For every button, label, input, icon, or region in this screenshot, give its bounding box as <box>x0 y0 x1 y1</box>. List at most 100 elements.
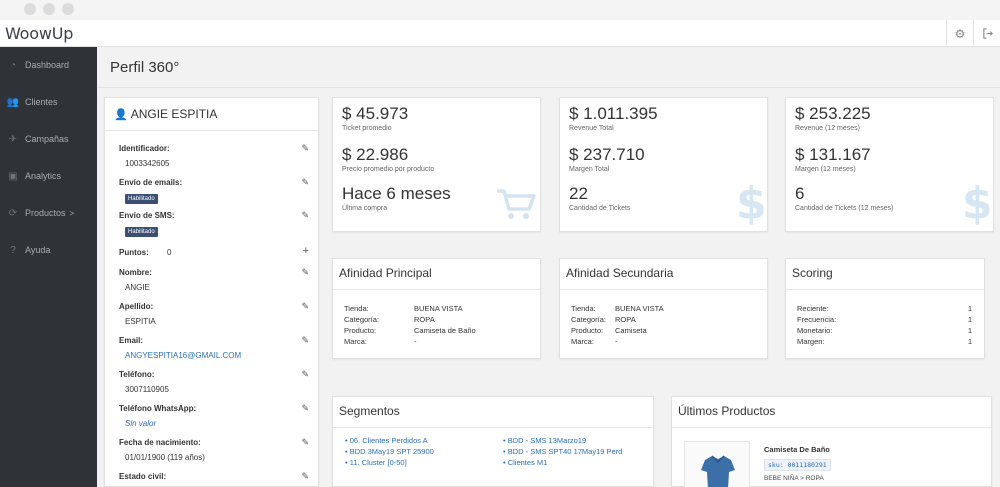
plus-icon[interactable]: + <box>302 245 309 257</box>
segment-link[interactable]: • BDD - SMS 13Marzo19 <box>503 436 587 445</box>
field-label: Fecha de nacimiento: <box>119 438 201 447</box>
metric-value: $ 237.710 <box>569 145 645 164</box>
field-estado-civil: Estado civil: ✎ <box>119 471 309 481</box>
metric-value: $ 253.225 <box>795 104 871 123</box>
product-image[interactable] <box>684 441 750 487</box>
score-key: Frecuencia: <box>797 315 837 324</box>
users-icon: 👥 <box>6 96 20 108</box>
section-title: Últimos Productos <box>678 404 776 418</box>
window-minimize-button[interactable] <box>43 3 55 15</box>
kv-row: Tienda: BUENA VISTA <box>344 304 463 313</box>
window-close-button[interactable] <box>24 3 36 15</box>
user-icon: 👤 <box>114 108 128 121</box>
sidebar: ◔ Dashboard 👥 Clientes ✈ Campañas ▣ Anal… <box>0 47 97 487</box>
segment-link[interactable]: • 11. Cluster [0-50] <box>345 458 407 467</box>
sidebar-item-productos[interactable]: ⟳ Productos > <box>0 203 97 223</box>
metrics-card-tickets: $ 45.973 Ticket promedio $ 22.986 Precio… <box>332 97 541 232</box>
pencil-icon[interactable]: ✎ <box>301 267 309 277</box>
field-value: Sin valor <box>125 419 157 428</box>
kv-row: Marca: - <box>571 337 618 346</box>
pencil-icon[interactable]: ✎ <box>301 471 309 481</box>
kv-key: Marca: <box>344 337 367 346</box>
field-value: 1003342605 <box>125 159 170 168</box>
field-telefono: Teléfono: 3007110905 ✎ <box>119 369 309 394</box>
pencil-icon[interactable]: ✎ <box>301 143 309 153</box>
product-name[interactable]: Camiseta De Baño <box>764 445 830 454</box>
products-icon: ⟳ <box>8 207 18 219</box>
field-envio-emails: Envío de emails: Habilitado ✎ <box>119 177 309 205</box>
email-link[interactable]: ANGYESPITIA16@GMAIL.COM <box>125 351 242 360</box>
metric-ultima-compra: Hace 6 meses Última compra <box>342 184 451 212</box>
metric-margen-total: $ 237.710 Margen Total <box>569 145 645 173</box>
status-badge: Habilitado <box>125 227 158 237</box>
metric-label: Cantidad de Tickets (12 meses) <box>795 205 894 212</box>
kv-row: Producto: Camiseta <box>571 326 647 335</box>
pencil-icon[interactable]: ✎ <box>301 177 309 187</box>
page-title: Perfil 360° <box>110 59 180 76</box>
metrics-card-revenue-total: $ $ 1.011.395 Revenue Total $ 237.710 Ma… <box>559 97 768 232</box>
field-identificador: Identificador: 1003342605 ✎ <box>119 143 309 168</box>
product-category: BEBE NIÑA > ROPA <box>764 475 824 482</box>
segment-link[interactable]: • BDD - SMS SPT40 17May19 Perd <box>503 447 623 456</box>
sidebar-item-clientes[interactable]: 👥 Clientes <box>0 92 97 112</box>
segment-label: 06. Clientes Perdidos A <box>349 436 428 445</box>
divider <box>97 87 1000 88</box>
field-label: Puntos: <box>119 248 149 257</box>
segment-link[interactable]: • Clientes M1 <box>503 458 548 467</box>
sidebar-item-label: Analytics <box>25 171 62 181</box>
sidebar-item-label: Dashboard <box>25 60 70 70</box>
section-title: Afinidad Secundaria <box>566 266 674 280</box>
gear-icon: ⚙ <box>954 26 966 41</box>
score-key: Margen: <box>797 337 825 346</box>
kv-value: Camiseta de Baño <box>414 326 476 335</box>
segment-label: BDD - SMS SPT40 17May19 Perd <box>507 447 623 456</box>
sidebar-item-campanas[interactable]: ✈ Campañas <box>0 129 97 149</box>
kv-row: Tienda: BUENA VISTA <box>571 304 664 313</box>
field-label: Envío de emails: <box>119 178 183 187</box>
app-logo[interactable]: WoowUp <box>5 24 74 43</box>
score-row: Margen: 1 <box>797 337 972 346</box>
sidebar-item-analytics[interactable]: ▣ Analytics <box>0 166 97 186</box>
field-value: 3007110905 <box>125 385 169 394</box>
kv-key: Categoría: <box>571 315 607 324</box>
segment-label: 11. Cluster [0-50] <box>349 458 407 467</box>
window-maximize-button[interactable] <box>62 3 74 15</box>
divider <box>560 289 767 290</box>
pencil-icon[interactable]: ✎ <box>301 437 309 447</box>
afinidad-principal-card: Afinidad Principal Tienda: BUENA VISTA Ca… <box>332 258 541 359</box>
metric-revenue-total: $ 1.011.395 Revenue Total <box>569 104 658 132</box>
pencil-icon[interactable]: ✎ <box>301 301 309 311</box>
segment-label: BDD - SMS 13Marzo19 <box>507 436 587 445</box>
sidebar-item-label: Campañas <box>25 134 69 144</box>
profile-name: ANGIE ESPITIA <box>130 107 218 121</box>
kv-key: Tienda: <box>344 304 369 313</box>
sidebar-item-dashboard[interactable]: ◔ Dashboard <box>0 55 97 75</box>
segment-label: Clientes M1 <box>507 458 548 467</box>
field-envio-sms: Envío de SMS: Habilitado ✎ <box>119 210 309 238</box>
field-label: Identificador: <box>119 144 170 153</box>
pencil-icon[interactable]: ✎ <box>301 210 309 220</box>
settings-button[interactable]: ⚙ <box>946 20 973 47</box>
segment-link[interactable]: • BDD 3May19 SPT 25900 <box>345 447 434 456</box>
top-bar: WoowUp ⚙ <box>0 20 1000 47</box>
segment-link[interactable]: • 06. Clientes Perdidos A <box>345 436 428 445</box>
shirt-icon <box>701 455 735 487</box>
paper-plane-icon: ✈ <box>8 133 18 145</box>
field-value: 0 <box>167 248 172 257</box>
metric-ticket-promedio: $ 45.973 Ticket promedio <box>342 104 408 132</box>
profile-card: 👤 ANGIE ESPITIA Identificador: 100334260… <box>104 97 319 487</box>
field-label: Estado civil: <box>119 472 167 481</box>
kv-value: ROPA <box>414 315 435 324</box>
metric-label: Ticket promedio <box>342 125 392 132</box>
kv-key: Marca: <box>571 337 594 346</box>
pencil-icon[interactable]: ✎ <box>301 369 309 379</box>
scoring-card: Scoring Reciente: 1 Frecuencia: 1 Monetari… <box>785 258 985 359</box>
sidebar-item-ayuda[interactable]: ? Ayuda <box>0 240 97 260</box>
section-title: Scoring <box>792 266 833 280</box>
pencil-icon[interactable]: ✎ <box>301 403 309 413</box>
score-row: Monetario: 1 <box>797 326 972 335</box>
pencil-icon[interactable]: ✎ <box>301 335 309 345</box>
chevron-right-icon: > <box>69 208 75 218</box>
metric-label: Cantidad de Tickets <box>569 205 631 212</box>
logout-button[interactable] <box>973 20 1000 47</box>
